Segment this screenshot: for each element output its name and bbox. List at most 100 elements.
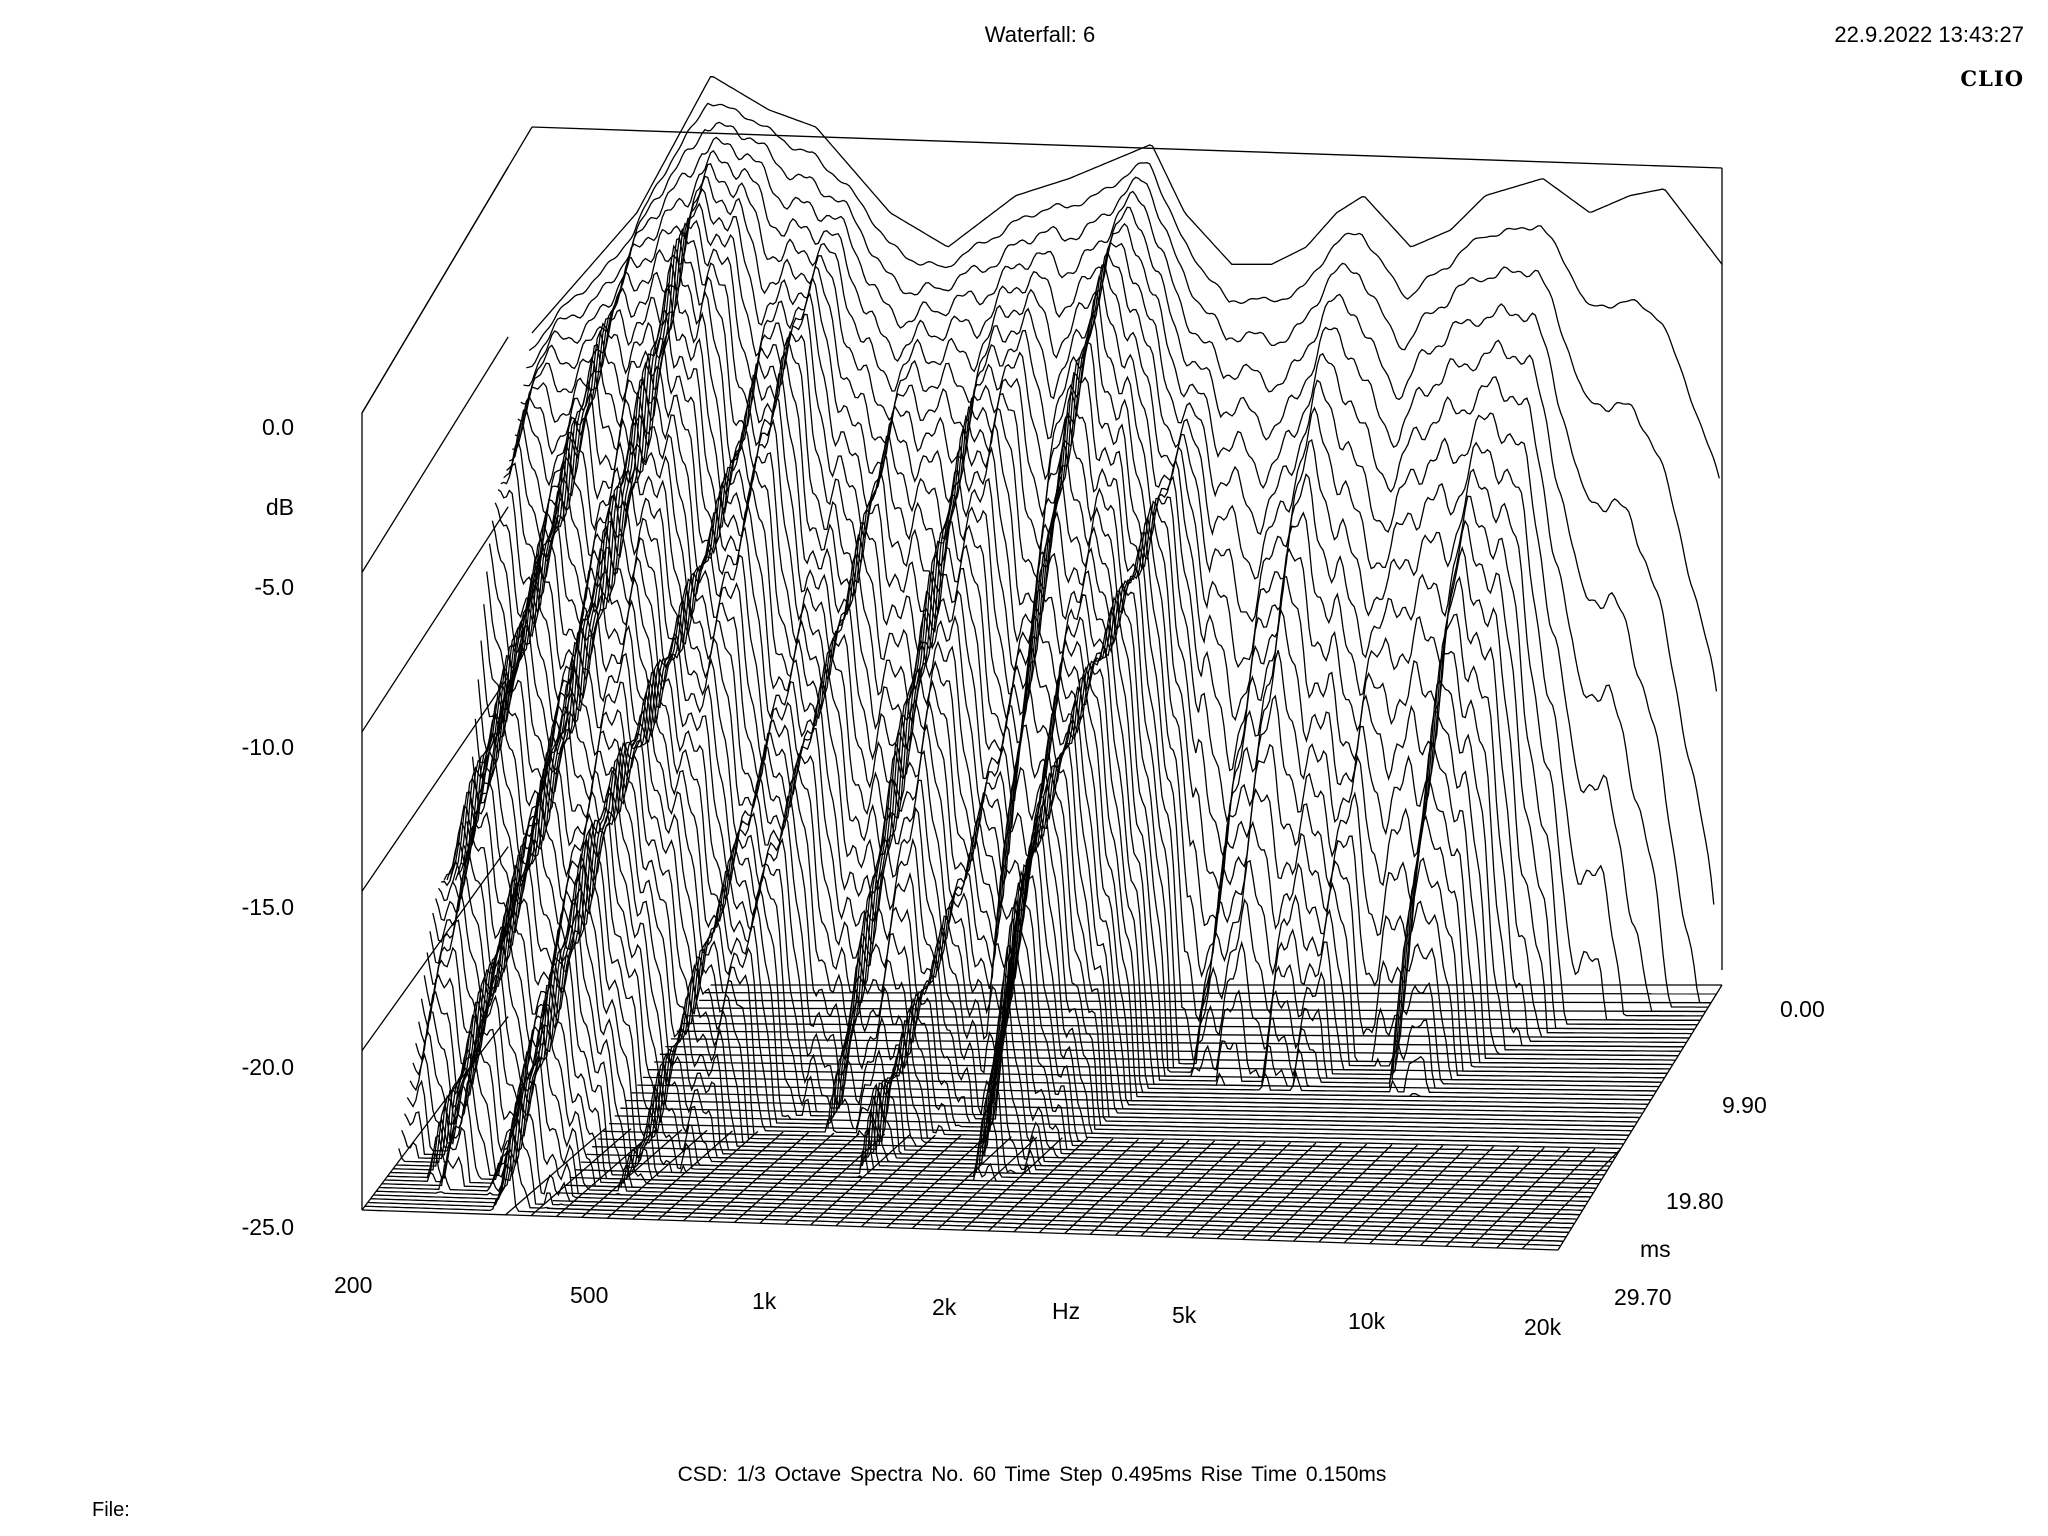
spectrum-curve [512, 187, 1703, 1017]
floor-freq-line [937, 1136, 1038, 1230]
floor-freq-line [1420, 1146, 1520, 1246]
floor-time-line [637, 1084, 1651, 1101]
floor-freq-line [1115, 1140, 1215, 1236]
floor-time-line [693, 1007, 1706, 1013]
floor-freq-line [1089, 1139, 1190, 1235]
spectrum-curve [398, 898, 1594, 1194]
floor-time-line [676, 1030, 1690, 1039]
x-tick-label: 5k [1172, 1302, 1197, 1328]
spectrum-curve [509, 202, 1701, 1021]
floor-freq-line [860, 1135, 962, 1228]
y-tick-label: -5.0 [254, 574, 294, 600]
floor-time-line [603, 1130, 1619, 1154]
spectrum-curve [480, 376, 1673, 1066]
spectrum-curve [506, 219, 1698, 1026]
floor-time-line [665, 1045, 1679, 1057]
spectrum-curve [523, 136, 1715, 905]
floor-time-line [586, 1153, 1602, 1180]
spectrum-curve [415, 805, 1610, 1167]
floor-time-line [654, 1061, 1668, 1074]
floor-time-line [625, 1099, 1641, 1119]
floor-freq-line [810, 1134, 911, 1226]
spectrum-curve [432, 732, 1627, 1141]
spectrum-curve [486, 336, 1679, 1057]
spectrum-curve [443, 655, 1638, 1123]
db-grid-line [361, 506, 509, 733]
floor-freq-line [1369, 1145, 1469, 1245]
spectrum-curve [420, 769, 1616, 1158]
spectrum-curve [491, 282, 1684, 1048]
floor-freq-line [886, 1135, 987, 1228]
spectrum-curve [500, 237, 1692, 1035]
floor-freq-line [1216, 1142, 1317, 1240]
floor-freq-line [987, 1137, 1089, 1232]
chart-title: Waterfall: 6 [984, 22, 1096, 47]
measurement-datetime: 22.9.2022 13:43:27 [1834, 22, 2024, 47]
floor-freq-line [682, 1131, 784, 1222]
spectrum-curve [452, 600, 1646, 1110]
time-tick-label: 0.00 [1780, 996, 1825, 1022]
x-axis-label: Hz [1052, 1298, 1081, 1324]
floor-freq-line [1445, 1147, 1545, 1247]
spectrum-curve [460, 525, 1654, 1097]
spectrum-curve [503, 227, 1695, 1030]
db-grid-line [361, 846, 509, 1051]
x-tick-label: 500 [570, 1282, 609, 1308]
spectrum-curve [409, 828, 1605, 1176]
floor-freq-line [1394, 1146, 1494, 1245]
floor-time-line [575, 1169, 1591, 1198]
floor-time-line [563, 1184, 1580, 1216]
floor-freq-line [1140, 1140, 1241, 1237]
brand-logo-text: CLIO [1960, 66, 2024, 91]
spectrum-curve [520, 149, 1712, 1004]
floor-time-line [608, 1122, 1624, 1145]
floor-freq-line [708, 1131, 810, 1223]
db-grid-line [361, 676, 509, 892]
floor-freq-line [733, 1132, 835, 1223]
floor-freq-line [632, 1130, 733, 1220]
floor-freq-line [555, 1128, 657, 1217]
spectrum-curve [393, 952, 1589, 1203]
x-tick-label: 200 [334, 1272, 373, 1298]
floor-freq-line [657, 1130, 759, 1221]
file-label: File: [92, 1499, 130, 1521]
spectrum-curve [471, 439, 1665, 1079]
floor-freq-line [606, 1129, 708, 1219]
floor-time-line [642, 1076, 1657, 1092]
floor-time-line [580, 1161, 1597, 1189]
spectrum-curve [376, 1080, 1572, 1229]
spectrum-curve [449, 627, 1643, 1114]
y-tick-label: -25.0 [241, 1214, 294, 1240]
time-tick-label: 29.70 [1614, 1284, 1672, 1310]
floor-time-line [687, 1015, 1701, 1021]
spectrum-curve [526, 121, 1718, 692]
spectrum-curve [488, 309, 1682, 1052]
floor-freq-line [1191, 1141, 1292, 1239]
floor-freq-line [1521, 1148, 1621, 1250]
floor-freq-line [1242, 1143, 1342, 1240]
floor-time-line [648, 1069, 1662, 1083]
floor-freq-line [1013, 1138, 1114, 1233]
spectrum-curve [517, 163, 1709, 1008]
floor-grid [505, 984, 1722, 1250]
floor-freq-line [1064, 1139, 1165, 1234]
spectrum-curve [426, 746, 1621, 1150]
floor-time-line [620, 1107, 1635, 1127]
floor-freq-line [581, 1129, 683, 1218]
spectrum-curve [528, 102, 1720, 479]
x-tick-label: 1k [752, 1288, 777, 1314]
measurement-settings: CSD: 1/3 Octave Spectra No. 60 Time Step… [677, 1463, 1387, 1486]
floor-freq-line [1165, 1141, 1266, 1238]
floor-freq-line [1343, 1145, 1444, 1244]
frame-edge [361, 1209, 1559, 1251]
floor-time-line [614, 1115, 1630, 1136]
frame-edge [531, 126, 1723, 169]
floor-time-line [704, 992, 1717, 995]
floor-freq-line [784, 1133, 886, 1225]
spectrum-curve [483, 361, 1676, 1061]
floor-time-line [631, 1092, 1646, 1110]
x-tick-label: 2k [932, 1294, 957, 1320]
floor-freq-line [530, 1128, 632, 1217]
y-tick-label: -20.0 [241, 1054, 294, 1080]
floor-time-line [597, 1138, 1613, 1163]
